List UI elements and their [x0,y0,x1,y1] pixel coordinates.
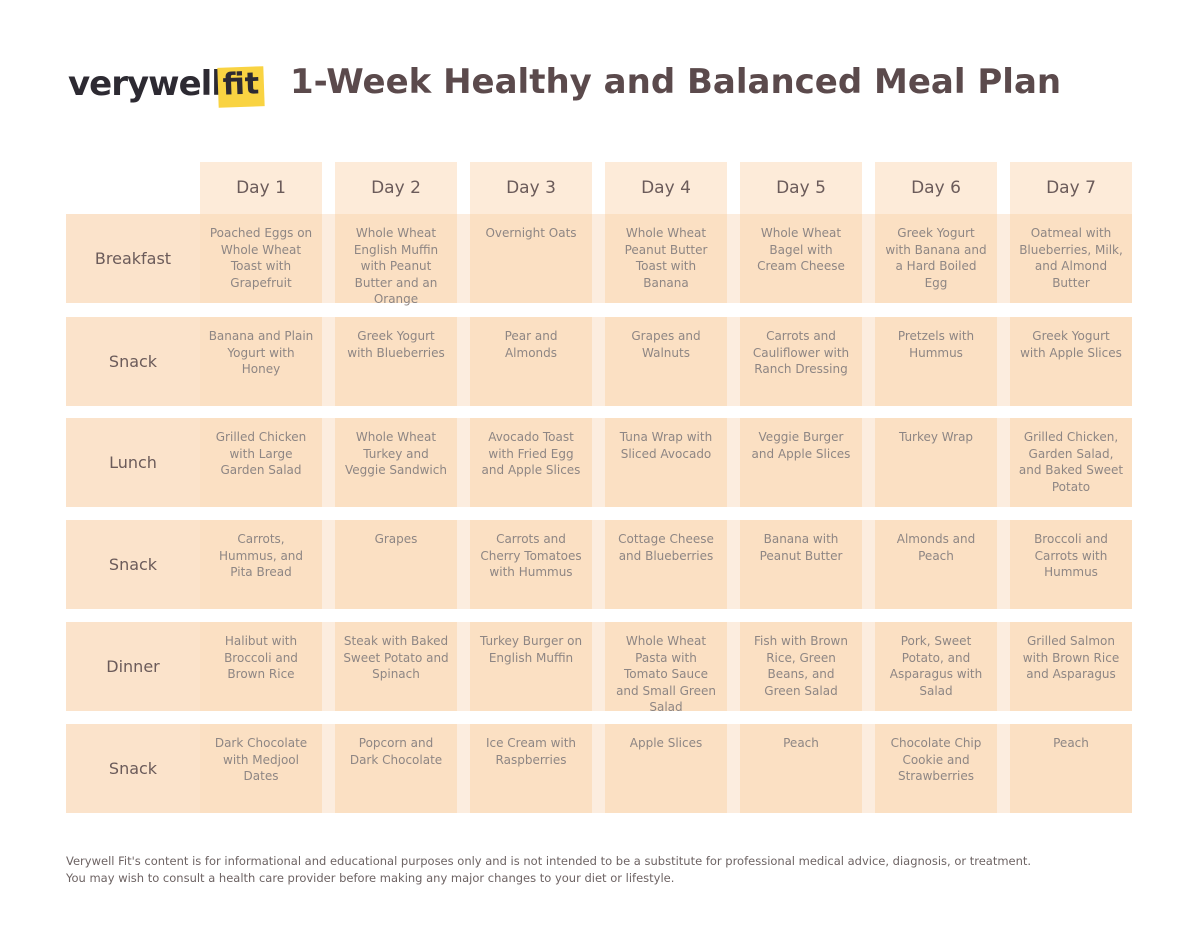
column-gap [457,622,470,711]
meal-cell: Ice Cream with Raspberries [470,724,592,813]
meal-cell: Greek Yogurt with Blueberries [335,317,457,406]
column-gap [997,418,1010,507]
meal-cell: Whole Wheat Pasta with Tomato Sauce and … [605,622,727,714]
meal-cell: Whole Wheat Peanut Butter Toast with Ban… [605,214,727,303]
day-header: Day 2 [335,162,457,214]
column-gap [322,317,335,406]
meal-cell: Apple Slices [605,724,727,813]
column-gap [322,418,335,507]
meal-cell: Grapes [335,520,457,609]
meal-cell: Turkey Burger on English Muffin [470,622,592,711]
column-gap [457,317,470,406]
column-gap [457,214,470,303]
meal-cell: Chocolate Chip Cookie and Strawberries [875,724,997,813]
meal-cell: Greek Yogurt with Banana and a Hard Boil… [875,214,997,303]
column-gap [862,724,875,813]
meal-cell: Steak with Baked Sweet Potato and Spinac… [335,622,457,711]
meal-label: Snack [66,724,200,813]
page-title: 1-Week Healthy and Balanced Meal Plan [290,62,1062,102]
column-gap [862,418,875,507]
meal-cell: Banana and Plain Yogurt with Honey [200,317,322,406]
column-gap [322,622,335,711]
column-gap [457,520,470,609]
meal-label: Dinner [66,622,200,711]
meal-cell: Overnight Oats [470,214,592,303]
meal-cell: Pork, Sweet Potato, and Asparagus with S… [875,622,997,711]
column-gap [592,622,605,711]
column-gap [862,317,875,406]
meal-cell: Broccoli and Carrots with Hummus [1010,520,1132,609]
meal-cell: Carrots and Cherry Tomatoes with Hummus [470,520,592,609]
column-gap [322,520,335,609]
meal-cell: Grilled Chicken, Garden Salad, and Baked… [1010,418,1132,507]
meal-cell: Grapes and Walnuts [605,317,727,406]
day-header: Day 7 [1010,162,1132,214]
meal-label: Snack [66,520,200,609]
column-gap [727,724,740,813]
column-gap [322,724,335,813]
logo-word: verywell [68,64,223,104]
column-gap [727,520,740,609]
column-gap [727,622,740,711]
meal-cell: Whole Wheat Turkey and Veggie Sandwich [335,418,457,507]
logo-badge: fit [217,66,265,108]
meal-cell: Grilled Chicken with Large Garden Salad [200,418,322,507]
column-gap [592,520,605,609]
disclaimer: You may wish to consult a health care pr… [66,871,675,885]
meal-cell: Peach [1010,724,1132,813]
column-gap [727,418,740,507]
day-header: Day 6 [875,162,997,214]
column-gap [727,317,740,406]
meal-label: Lunch [66,418,200,507]
day-header: Day 3 [470,162,592,214]
meal-cell: Grilled Salmon with Brown Rice and Aspar… [1010,622,1132,711]
column-gap [997,317,1010,406]
column-gap [862,214,875,303]
column-gap [322,214,335,303]
meal-cell: Poached Eggs on Whole Wheat Toast with G… [200,214,322,303]
meal-cell: Popcorn and Dark Chocolate [335,724,457,813]
meal-cell: Fish with Brown Rice, Green Beans, and G… [740,622,862,711]
meal-cell: Pretzels with Hummus [875,317,997,406]
meal-cell: Veggie Burger and Apple Slices [740,418,862,507]
day-header: Day 1 [200,162,322,214]
column-gap [592,214,605,303]
column-gap [592,724,605,813]
column-gap [457,724,470,813]
column-gap [592,418,605,507]
meal-cell: Cottage Cheese and Blueberries [605,520,727,609]
meal-cell: Halibut with Broccoli and Brown Rice [200,622,322,711]
column-gap [997,724,1010,813]
column-gap [592,317,605,406]
column-gap [997,622,1010,711]
meal-cell: Avocado Toast with Fried Egg and Apple S… [470,418,592,507]
meal-cell: Greek Yogurt with Apple Slices [1010,317,1132,406]
meal-cell: Carrots and Cauliflower with Ranch Dress… [740,317,862,406]
column-gap [997,520,1010,609]
column-gap [457,418,470,507]
disclaimer: Verywell Fit's content is for informatio… [66,854,1032,868]
meal-cell: Pear and Almonds [470,317,592,406]
meal-cell: Banana with Peanut Butter [740,520,862,609]
column-gap [997,214,1010,303]
meal-cell: Turkey Wrap [875,418,997,507]
column-gap [862,520,875,609]
day-header: Day 4 [605,162,727,214]
meal-cell: Tuna Wrap with Sliced Avocado [605,418,727,507]
column-gap [727,214,740,303]
day-header: Day 5 [740,162,862,214]
meal-label: Snack [66,317,200,406]
meal-cell: Dark Chocolate with Medjool Dates [200,724,322,813]
meal-cell: Whole Wheat Bagel with Cream Cheese [740,214,862,303]
meal-cell: Almonds and Peach [875,520,997,609]
meal-cell: Oatmeal with Blueberries, Milk, and Almo… [1010,214,1132,303]
meal-cell: Peach [740,724,862,813]
meal-label: Breakfast [66,214,200,303]
meal-cell: Whole Wheat English Muffin with Peanut B… [335,214,457,306]
column-gap [862,622,875,711]
meal-cell: Carrots, Hummus, and Pita Bread [200,520,322,609]
